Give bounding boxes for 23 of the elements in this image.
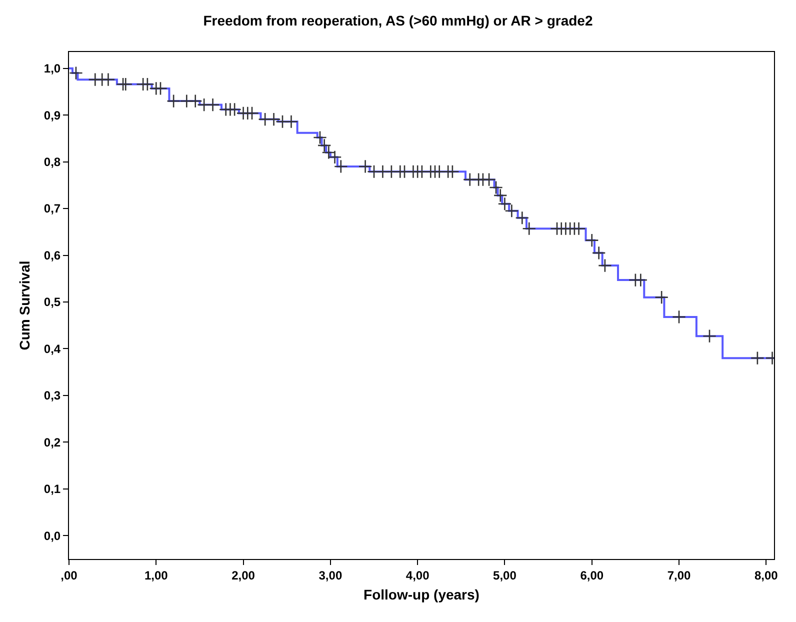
chart-title: Freedom from reoperation, AS (>60 mmHg) or AR > grade2 — [203, 12, 593, 28]
y-tick-label: 1,0 — [44, 62, 61, 76]
x-tick-label: 4,00 — [406, 568, 430, 582]
y-tick-label: 0,8 — [44, 155, 61, 170]
x-tick-label: 3,00 — [318, 568, 342, 582]
x-tick-label: ,00 — [60, 568, 78, 582]
y-tick-label: 0,2 — [44, 435, 61, 450]
y-tick-label: 0,0 — [44, 528, 61, 543]
y-tick-label: 0,5 — [44, 295, 61, 310]
x-tick-label: 8,00 — [754, 568, 778, 582]
y-tick-label: 0,4 — [44, 342, 61, 356]
y-tick-label: 0,3 — [44, 388, 61, 403]
x-axis-title: Follow-up (years) — [364, 586, 480, 603]
y-tick-label: 0,1 — [44, 482, 61, 496]
x-tick-label: 7,00 — [667, 568, 692, 582]
y-tick-label: 0,9 — [44, 108, 61, 122]
x-tick-label: 1,00 — [144, 568, 168, 582]
x-tick-label: 5,00 — [493, 568, 517, 582]
x-tick-label: 6,00 — [580, 568, 604, 582]
x-tick-label: 2,00 — [232, 568, 256, 582]
y-axis-title: Cum Survival — [16, 260, 33, 350]
y-tick-label: 0,6 — [44, 248, 61, 262]
y-tick-label: 0,7 — [44, 202, 61, 216]
